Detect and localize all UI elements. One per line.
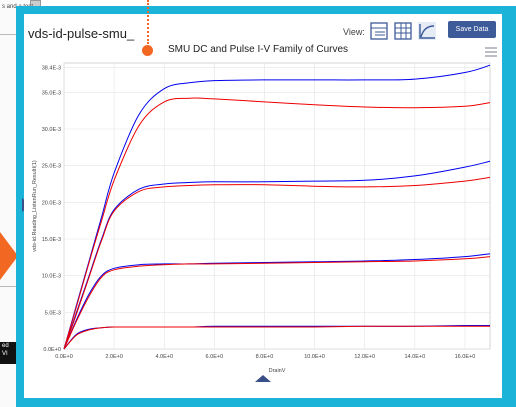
callout-dotted-line: [147, 0, 149, 44]
table-icon[interactable]: [394, 22, 412, 40]
expand-bottom-icon[interactable]: [255, 375, 271, 382]
x-tick-label: 4.0E+0: [155, 354, 173, 360]
view-label: View:: [343, 27, 365, 37]
y-tick-label: 5.0E-3: [45, 310, 61, 316]
series-line-6: [63, 64, 491, 350]
series-line-5: [63, 176, 491, 350]
y-tick-label: 10.0E-3: [42, 274, 61, 280]
doc-dark-line: VI: [2, 351, 8, 357]
y-axis-label: vds-id:Reading_ListenRun_ResultI(1): [32, 160, 38, 252]
y-tick-label: 25.0E-3: [42, 164, 61, 170]
x-tick-label: 12.0E+0: [354, 354, 375, 360]
series-line-7: [63, 97, 491, 350]
y-tick-label: 30.0E-3: [42, 127, 61, 133]
callout-arrow: [0, 232, 18, 280]
callout-dot: [142, 45, 153, 56]
y-tick-label: 35.0E-3: [42, 90, 61, 96]
y-tick-label: 15.0E-3: [42, 237, 61, 243]
chart-menu-icon[interactable]: [485, 47, 497, 57]
y-tick-label: 38.4E-3: [42, 65, 61, 71]
x-axis-label: DrainV: [269, 368, 286, 374]
x-tick-label: 8.0E+0: [256, 354, 274, 360]
list-chart-icon[interactable]: [370, 22, 388, 40]
series-line-1: [63, 325, 490, 350]
page-title: vds-id-pulse-smu_: [28, 26, 135, 41]
x-tick-label: 14.0E+0: [404, 354, 425, 360]
plot-area: [63, 62, 491, 350]
x-tick-label: 16.0E+0: [455, 354, 476, 360]
curve-chart-icon[interactable]: [418, 22, 436, 40]
series-line-3: [63, 256, 491, 350]
chart-title: SMU DC and Pulse I-V Family of Curves: [167, 44, 349, 55]
x-tick-label: 2.0E+0: [105, 354, 123, 360]
doc-dark-box: ed VI: [0, 342, 16, 364]
x-tick-label: 6.0E+0: [206, 354, 224, 360]
doc-dark-line: ed: [2, 343, 9, 349]
x-tick-label: 0.0E+0: [55, 354, 73, 360]
save-data-button[interactable]: Save Data: [448, 21, 496, 38]
x-tick-label: 10.0E+0: [304, 354, 325, 360]
y-tick-label: 0.0E+0: [43, 347, 61, 353]
y-tick-label: 20.0E-3: [42, 200, 61, 206]
